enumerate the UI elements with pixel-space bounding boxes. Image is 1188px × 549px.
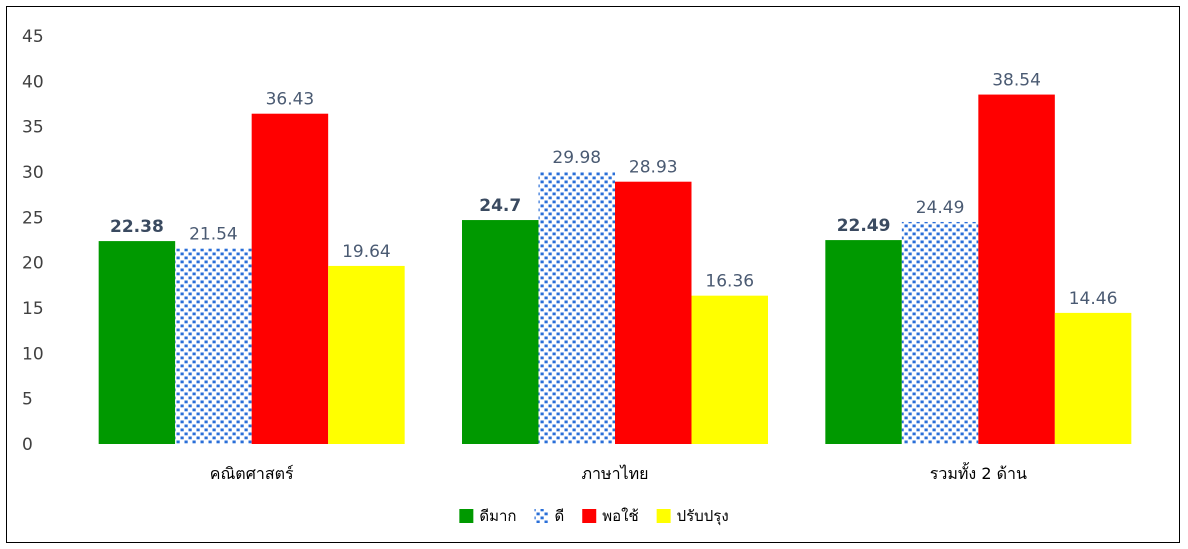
data-label: 24.7 <box>479 196 521 216</box>
bar <box>691 295 768 444</box>
y-tick-label: 10 <box>22 344 44 364</box>
data-label: 38.54 <box>992 71 1041 91</box>
x-axis: คณิตศาสตร์ ภาษาไทย รวมทั้ง 2 ด้าน <box>210 462 1027 483</box>
data-label: 16.36 <box>705 272 754 292</box>
y-tick-label: 25 <box>22 208 44 228</box>
bar <box>328 265 405 444</box>
legend: ดีมาก ดี พอใช้ ปรับปรุง <box>459 507 729 526</box>
bar <box>1054 312 1132 444</box>
y-tick-label: 45 <box>22 27 44 47</box>
data-label: 36.43 <box>266 90 315 110</box>
data-label: 22.38 <box>110 217 164 237</box>
data-label: 24.49 <box>916 198 965 218</box>
legend-swatch <box>459 509 474 523</box>
legend-label: ดีมาก <box>479 507 516 525</box>
legend-swatch <box>534 509 549 523</box>
bar <box>462 220 539 444</box>
bar <box>825 240 902 444</box>
legend-label: ดี <box>554 507 564 525</box>
y-axis: 0 5 10 15 20 25 30 35 40 45 <box>22 27 44 455</box>
bar <box>978 94 1055 444</box>
x-tick-label: ภาษาไทย <box>581 464 648 483</box>
legend-label: พอใช้ <box>602 507 638 525</box>
value-labels-group: 22.38 21.54 36.43 19.64 24.7 29.98 28.93 16.36 2… <box>110 71 1117 309</box>
y-tick-label: 15 <box>22 299 44 319</box>
y-tick-label: 40 <box>22 72 44 92</box>
data-label: 28.93 <box>629 158 678 178</box>
data-label: 14.46 <box>1069 289 1118 309</box>
bar <box>901 221 979 444</box>
bar <box>98 241 176 444</box>
data-label: 22.49 <box>837 216 891 236</box>
data-label: 19.64 <box>342 242 391 262</box>
data-label: 21.54 <box>189 225 238 245</box>
bars-group <box>98 94 1132 445</box>
bar <box>251 113 329 445</box>
y-tick-label: 5 <box>22 390 33 410</box>
y-tick-label: 0 <box>22 435 33 455</box>
y-tick-label: 35 <box>22 118 44 138</box>
legend-label: ปรับปรุง <box>677 507 729 526</box>
legend-swatch <box>582 509 597 523</box>
y-tick-label: 30 <box>22 163 44 183</box>
y-tick-label: 20 <box>22 254 44 274</box>
x-tick-label: รวมทั้ง 2 ด้าน <box>930 462 1027 483</box>
data-label: 29.98 <box>552 148 601 168</box>
bar <box>538 172 615 444</box>
bar <box>615 181 692 444</box>
legend-swatch <box>656 509 671 523</box>
bar <box>175 248 252 444</box>
x-tick-label: คณิตศาสตร์ <box>210 464 294 483</box>
